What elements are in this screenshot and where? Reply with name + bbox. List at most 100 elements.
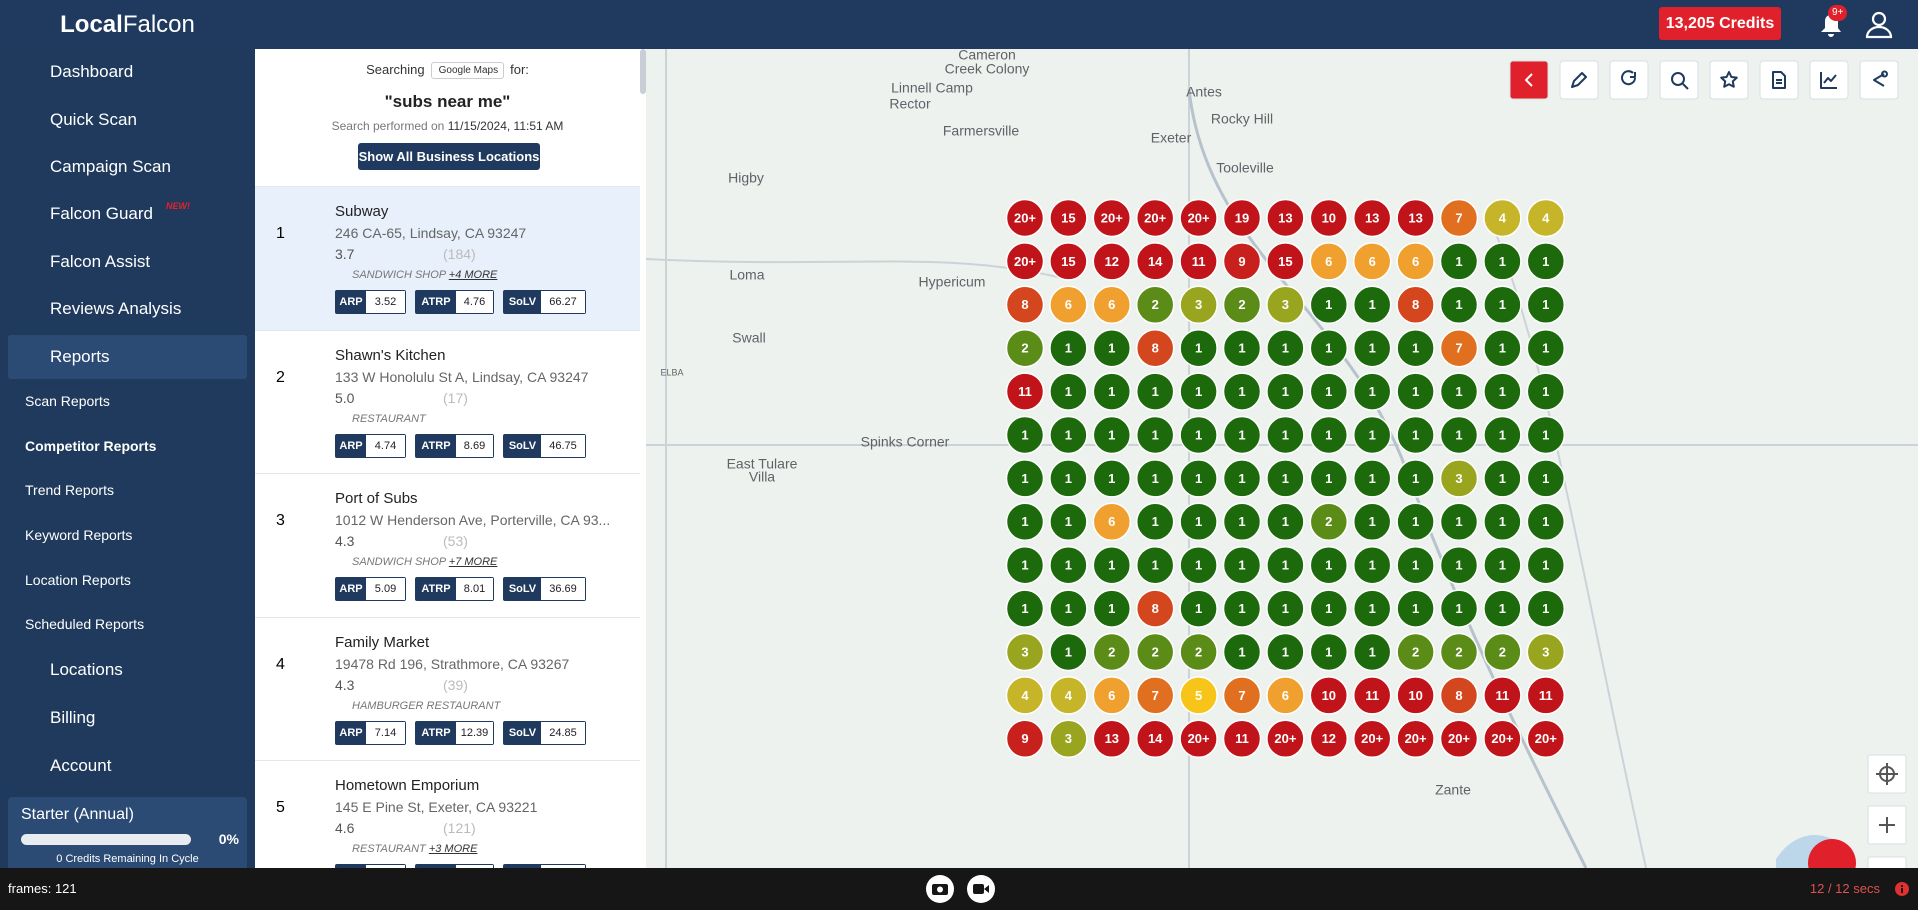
rank-pin[interactable]: 1	[1049, 589, 1088, 628]
rank-pin[interactable]: 8	[1396, 285, 1435, 325]
rank-pin[interactable]: 1	[1222, 328, 1262, 368]
rank-pin[interactable]: 2	[1396, 632, 1435, 672]
rank-pin[interactable]: 1	[1222, 545, 1262, 585]
nav-item[interactable]: Quick Scan	[50, 110, 137, 129]
rank-pin[interactable]: 1	[1135, 372, 1175, 411]
rank-pin[interactable]: 20+	[1439, 719, 1479, 759]
rank-pin[interactable]: 1	[1309, 459, 1349, 498]
rank-pin[interactable]: 8	[1135, 589, 1175, 628]
rank-pin[interactable]: 14	[1135, 242, 1175, 281]
rank-pin[interactable]: 20+	[1526, 719, 1566, 759]
rank-pin[interactable]: 10	[1309, 198, 1349, 238]
rank-pin[interactable]: 1	[1526, 545, 1566, 585]
rank-pin[interactable]: 20+	[1266, 719, 1305, 759]
rank-pin[interactable]: 1	[1526, 328, 1566, 368]
rank-pin[interactable]: 1	[1005, 589, 1045, 628]
rank-pin[interactable]: 5	[1179, 676, 1218, 715]
rank-pin[interactable]: 7	[1439, 328, 1479, 368]
rank-pin[interactable]: 20+	[1135, 198, 1175, 238]
rank-pin[interactable]: 4	[1526, 198, 1566, 238]
rank-pin[interactable]: 4	[1005, 676, 1045, 715]
nav-item[interactable]: Falcon Assist	[50, 252, 151, 271]
rank-pin[interactable]: 1	[1049, 502, 1088, 542]
rank-pin[interactable]: 1	[1352, 589, 1392, 628]
rank-pin[interactable]: 1	[1526, 459, 1566, 498]
rank-pin[interactable]: 15	[1266, 242, 1305, 281]
report-link[interactable]: Scan Reports	[25, 393, 110, 409]
rank-pin[interactable]: 7	[1222, 676, 1262, 715]
user-icon[interactable]	[1864, 9, 1894, 39]
rank-pin[interactable]: 11	[1222, 719, 1262, 759]
rank-pin[interactable]: 1	[1396, 328, 1435, 368]
rank-pin[interactable]: 11	[1483, 676, 1522, 715]
rank-pin[interactable]: 1	[1352, 372, 1392, 411]
locate-me[interactable]	[1867, 754, 1907, 794]
rank-pin[interactable]: 6	[1092, 502, 1132, 542]
rank-pin[interactable]: 2	[1483, 632, 1522, 672]
logo[interactable]: LocalFalcon	[0, 0, 255, 49]
rank-pin[interactable]: 1	[1005, 459, 1045, 498]
toolbar-button[interactable]	[1709, 60, 1749, 100]
rank-pin[interactable]: 15	[1049, 242, 1088, 281]
rank-pin[interactable]: 1	[1266, 372, 1305, 411]
report-link[interactable]: Keyword Reports	[25, 527, 133, 543]
rank-pin[interactable]: 1	[1352, 415, 1392, 455]
rank-pin[interactable]: 20+	[1005, 242, 1045, 281]
toolbar-button[interactable]	[1509, 60, 1549, 100]
rank-pin[interactable]: 1	[1526, 502, 1566, 542]
rank-pin[interactable]: 13	[1396, 198, 1435, 238]
rank-pin[interactable]: 1	[1352, 502, 1392, 542]
rank-pin[interactable]: 19	[1222, 198, 1262, 238]
rank-pin[interactable]: 1	[1135, 502, 1175, 542]
report-link[interactable]: Scheduled Reports	[25, 616, 145, 632]
nav-item[interactable]: Billing	[50, 708, 96, 727]
rank-pin[interactable]: 1	[1309, 589, 1349, 628]
rank-pin[interactable]: 1	[1483, 415, 1522, 455]
rank-pin[interactable]: 3	[1005, 632, 1045, 672]
rank-pin[interactable]: 11	[1352, 676, 1392, 715]
rank-pin[interactable]: 1	[1309, 372, 1349, 411]
rank-pin[interactable]: 12	[1092, 242, 1132, 281]
rank-pin[interactable]: 2	[1092, 632, 1132, 672]
rank-pin[interactable]: 2	[1135, 632, 1175, 672]
toolbar-button[interactable]	[1559, 60, 1599, 100]
rank-pin[interactable]: 1	[1309, 632, 1349, 672]
rank-pin[interactable]: 1	[1526, 589, 1566, 628]
rank-pin[interactable]: 10	[1309, 676, 1349, 715]
rank-pin[interactable]: 7	[1439, 198, 1479, 238]
chat-widget[interactable]	[1808, 839, 1856, 868]
rank-pin[interactable]: 1	[1309, 415, 1349, 455]
rank-pin[interactable]: 6	[1309, 242, 1349, 281]
rank-pin[interactable]: 1	[1092, 328, 1132, 368]
rank-pin[interactable]: 1	[1483, 242, 1522, 281]
report-link[interactable]: Competitor Reports	[25, 438, 157, 454]
rank-pin[interactable]: 1	[1222, 502, 1262, 542]
rank-pin[interactable]: 4	[1483, 198, 1522, 238]
rank-pin[interactable]: 1	[1483, 459, 1522, 498]
rank-pin[interactable]: 6	[1092, 285, 1132, 325]
rank-pin[interactable]: 1	[1396, 372, 1435, 411]
rank-pin[interactable]: 1	[1005, 415, 1045, 455]
rank-pin[interactable]: 1	[1352, 285, 1392, 325]
rank-pin[interactable]: 20+	[1352, 719, 1392, 759]
rank-pin[interactable]: 1	[1396, 589, 1435, 628]
rank-pin[interactable]: 1	[1135, 545, 1175, 585]
rank-pin[interactable]: 13	[1352, 198, 1392, 238]
rank-pin[interactable]: 1	[1092, 459, 1132, 498]
rank-pin[interactable]: 3	[1049, 719, 1088, 759]
rank-pin[interactable]: 6	[1092, 676, 1132, 715]
rank-pin[interactable]: 1	[1222, 459, 1262, 498]
rank-pin[interactable]: 1	[1179, 545, 1218, 585]
nav-item[interactable]: Account	[50, 756, 112, 775]
zoom-out[interactable]	[1867, 856, 1907, 868]
rank-pin[interactable]: 1	[1483, 328, 1522, 368]
rank-pin[interactable]: 1	[1266, 328, 1305, 368]
rank-pin[interactable]: 20+	[1092, 198, 1132, 238]
rank-pin[interactable]: 7	[1135, 676, 1175, 715]
rank-pin[interactable]: 1	[1179, 502, 1218, 542]
rank-pin[interactable]: 6	[1266, 676, 1305, 715]
rank-pin[interactable]: 1	[1179, 589, 1218, 628]
rank-pin[interactable]: 6	[1352, 242, 1392, 281]
rank-pin[interactable]: 1	[1396, 415, 1435, 455]
rank-pin[interactable]: 1	[1309, 328, 1349, 368]
